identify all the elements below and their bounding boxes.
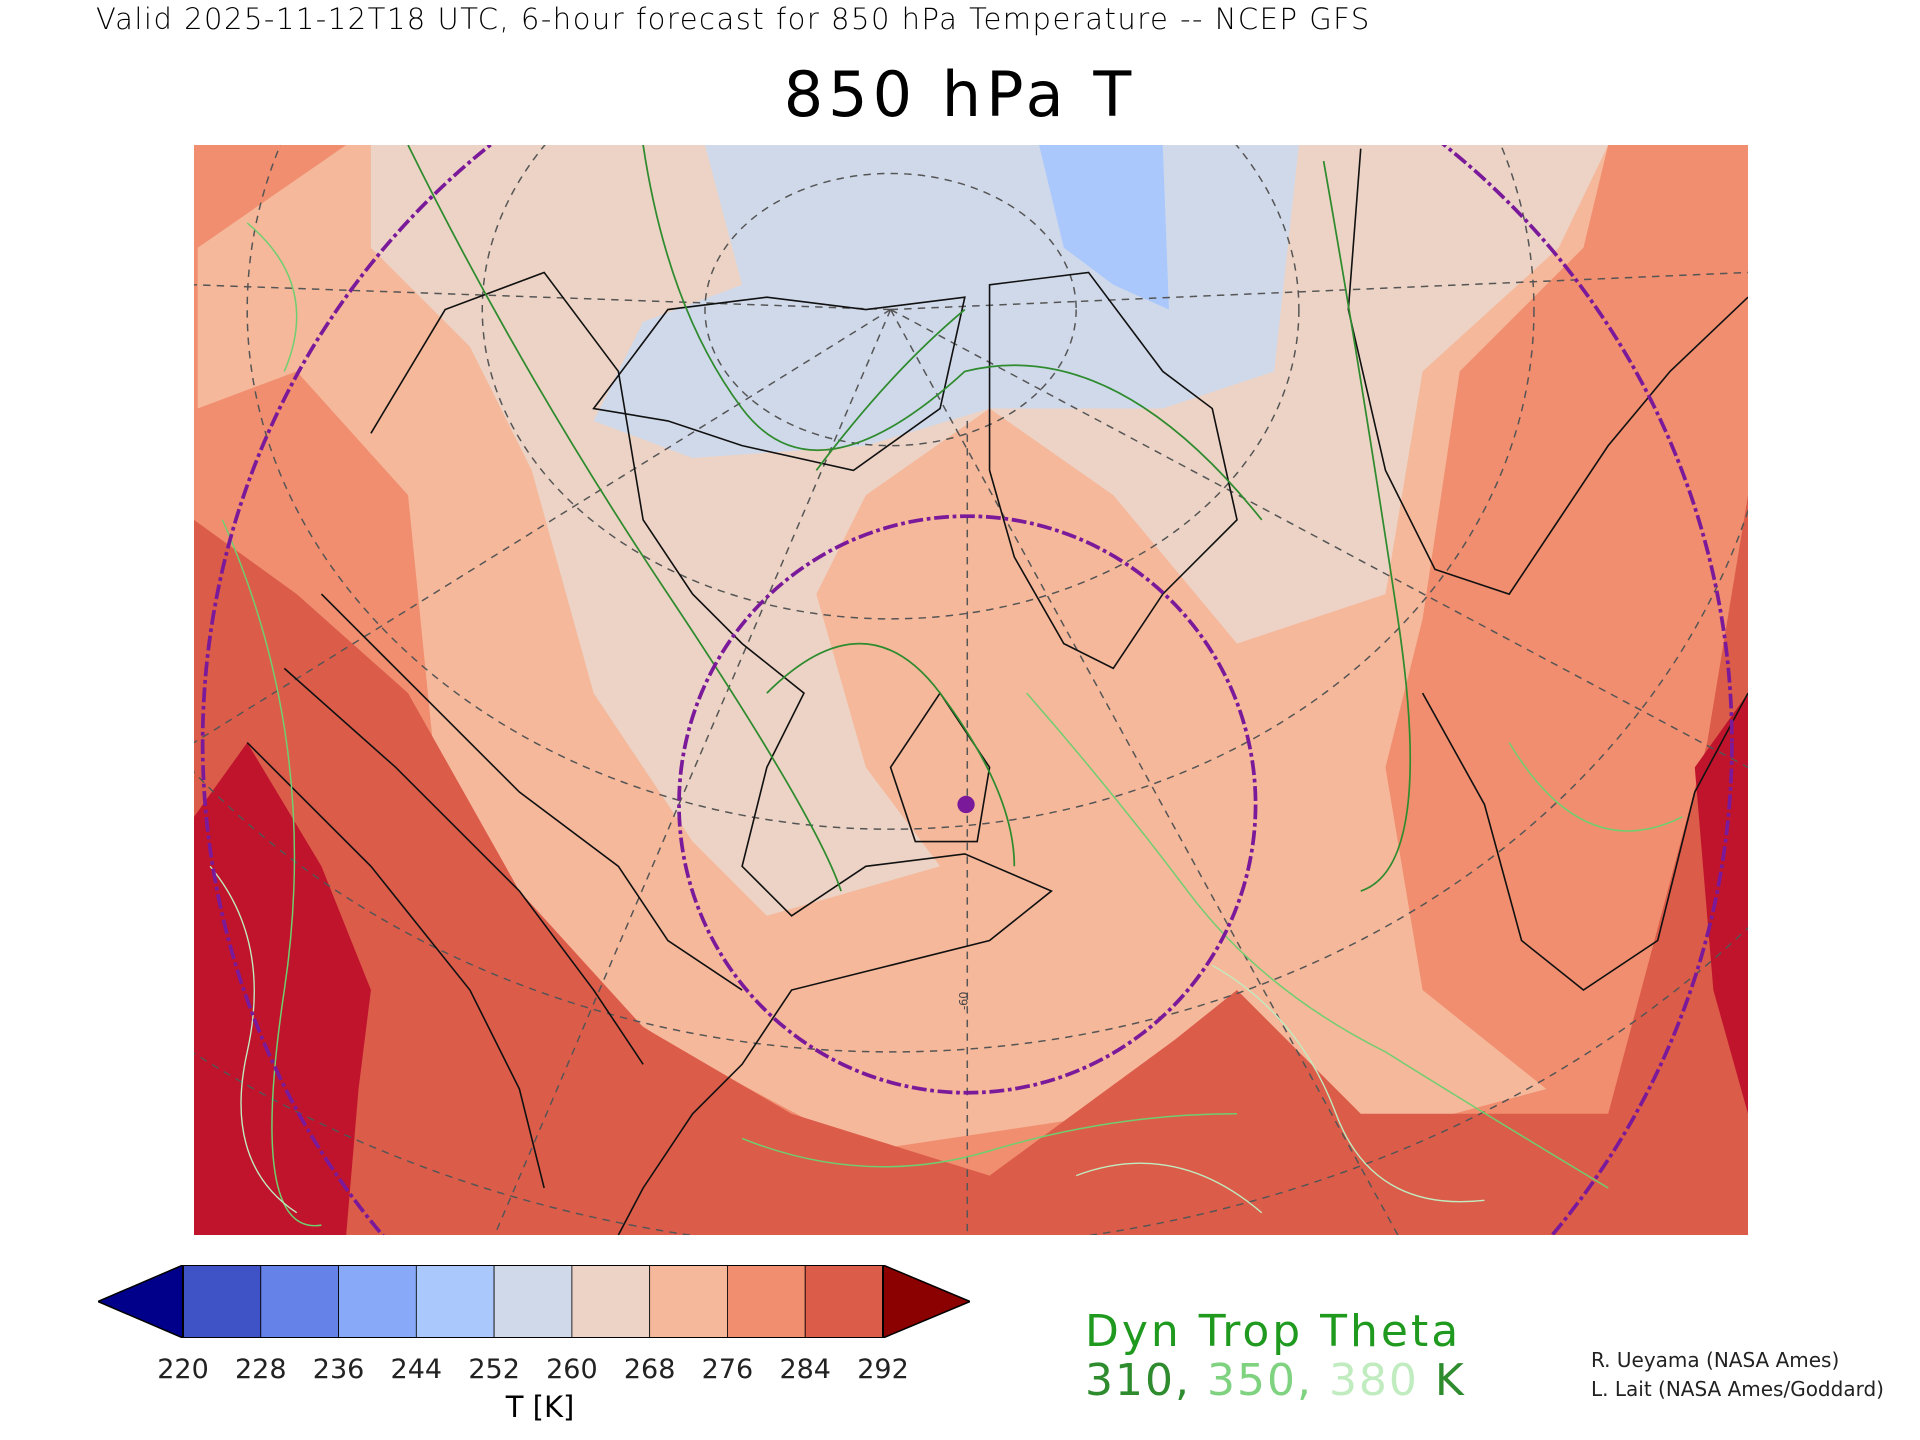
colorbar-bin	[571, 1265, 651, 1338]
trop-theta-310-contours	[407, 145, 1412, 892]
legend-separator: ,	[1296, 1355, 1329, 1406]
temperature-map: -60	[194, 145, 1748, 1235]
colorbar	[98, 1265, 970, 1338]
colorbar-tick-label: 220	[157, 1354, 209, 1385]
field-red	[194, 495, 1748, 1235]
meridian-label: -60	[957, 992, 970, 1010]
range-ring-outer	[201, 145, 1734, 1235]
colorbar-tick-label: 268	[623, 1354, 676, 1385]
colorbar-tick-label: 252	[468, 1354, 520, 1385]
field-blue	[1039, 145, 1169, 310]
colorbar-bin	[804, 1265, 884, 1338]
colorbar-under-arrow	[98, 1265, 184, 1338]
colorbar-bin	[260, 1265, 339, 1338]
colorbar-bin	[338, 1265, 417, 1338]
plot-title: 850 hPa T	[783, 58, 1137, 131]
legend-title: Dyn Trop Theta	[1085, 1306, 1462, 1357]
colorbar-over-arrow	[882, 1265, 970, 1338]
colorbar-tick-label: 236	[312, 1354, 365, 1385]
field-deep-red-east	[1694, 693, 1748, 1114]
colorbar-bin	[727, 1265, 806, 1338]
colorbar-tick-label: 284	[779, 1354, 831, 1385]
colorbar-tick-label: 292	[857, 1354, 909, 1385]
site-marker	[957, 795, 975, 814]
legend-level-310: 310	[1085, 1355, 1175, 1406]
legend-separator: ,	[1174, 1355, 1207, 1406]
legend-level-350: 350	[1206, 1355, 1297, 1406]
colorbar-unit: T [K]	[505, 1390, 575, 1424]
field-deep-red-west	[194, 742, 371, 1235]
credit-line-2: L. Lait (NASA Ames/Goddard)	[1591, 1377, 1884, 1401]
colorbar-bin	[649, 1265, 728, 1338]
colorbar-bin	[493, 1265, 573, 1338]
colorbar-tick-label: 244	[390, 1354, 443, 1385]
trop-theta-380-contours	[209, 865, 1485, 1214]
legend-level-380: 380	[1328, 1355, 1419, 1406]
valid-time-caption: Valid 2025-11-12T18 UTC, 6-hour forecast…	[96, 2, 1371, 36]
colorbar-tick-label: 276	[701, 1354, 754, 1385]
range-ring-inner	[677, 514, 1258, 1095]
colorbar-bin	[182, 1265, 262, 1338]
graticule	[194, 145, 1748, 1235]
colorbar-bin	[415, 1265, 495, 1338]
colorbar-tick-label: 260	[546, 1354, 598, 1385]
legend-unit: K	[1418, 1355, 1466, 1406]
credit-line-1: R. Ueyama (NASA Ames)	[1591, 1348, 1840, 1372]
colorbar-tick-label: 228	[234, 1354, 287, 1385]
trop-theta-350-contours	[221, 222, 1683, 1227]
legend-levels: 310, 350, 380 K	[1085, 1355, 1466, 1406]
